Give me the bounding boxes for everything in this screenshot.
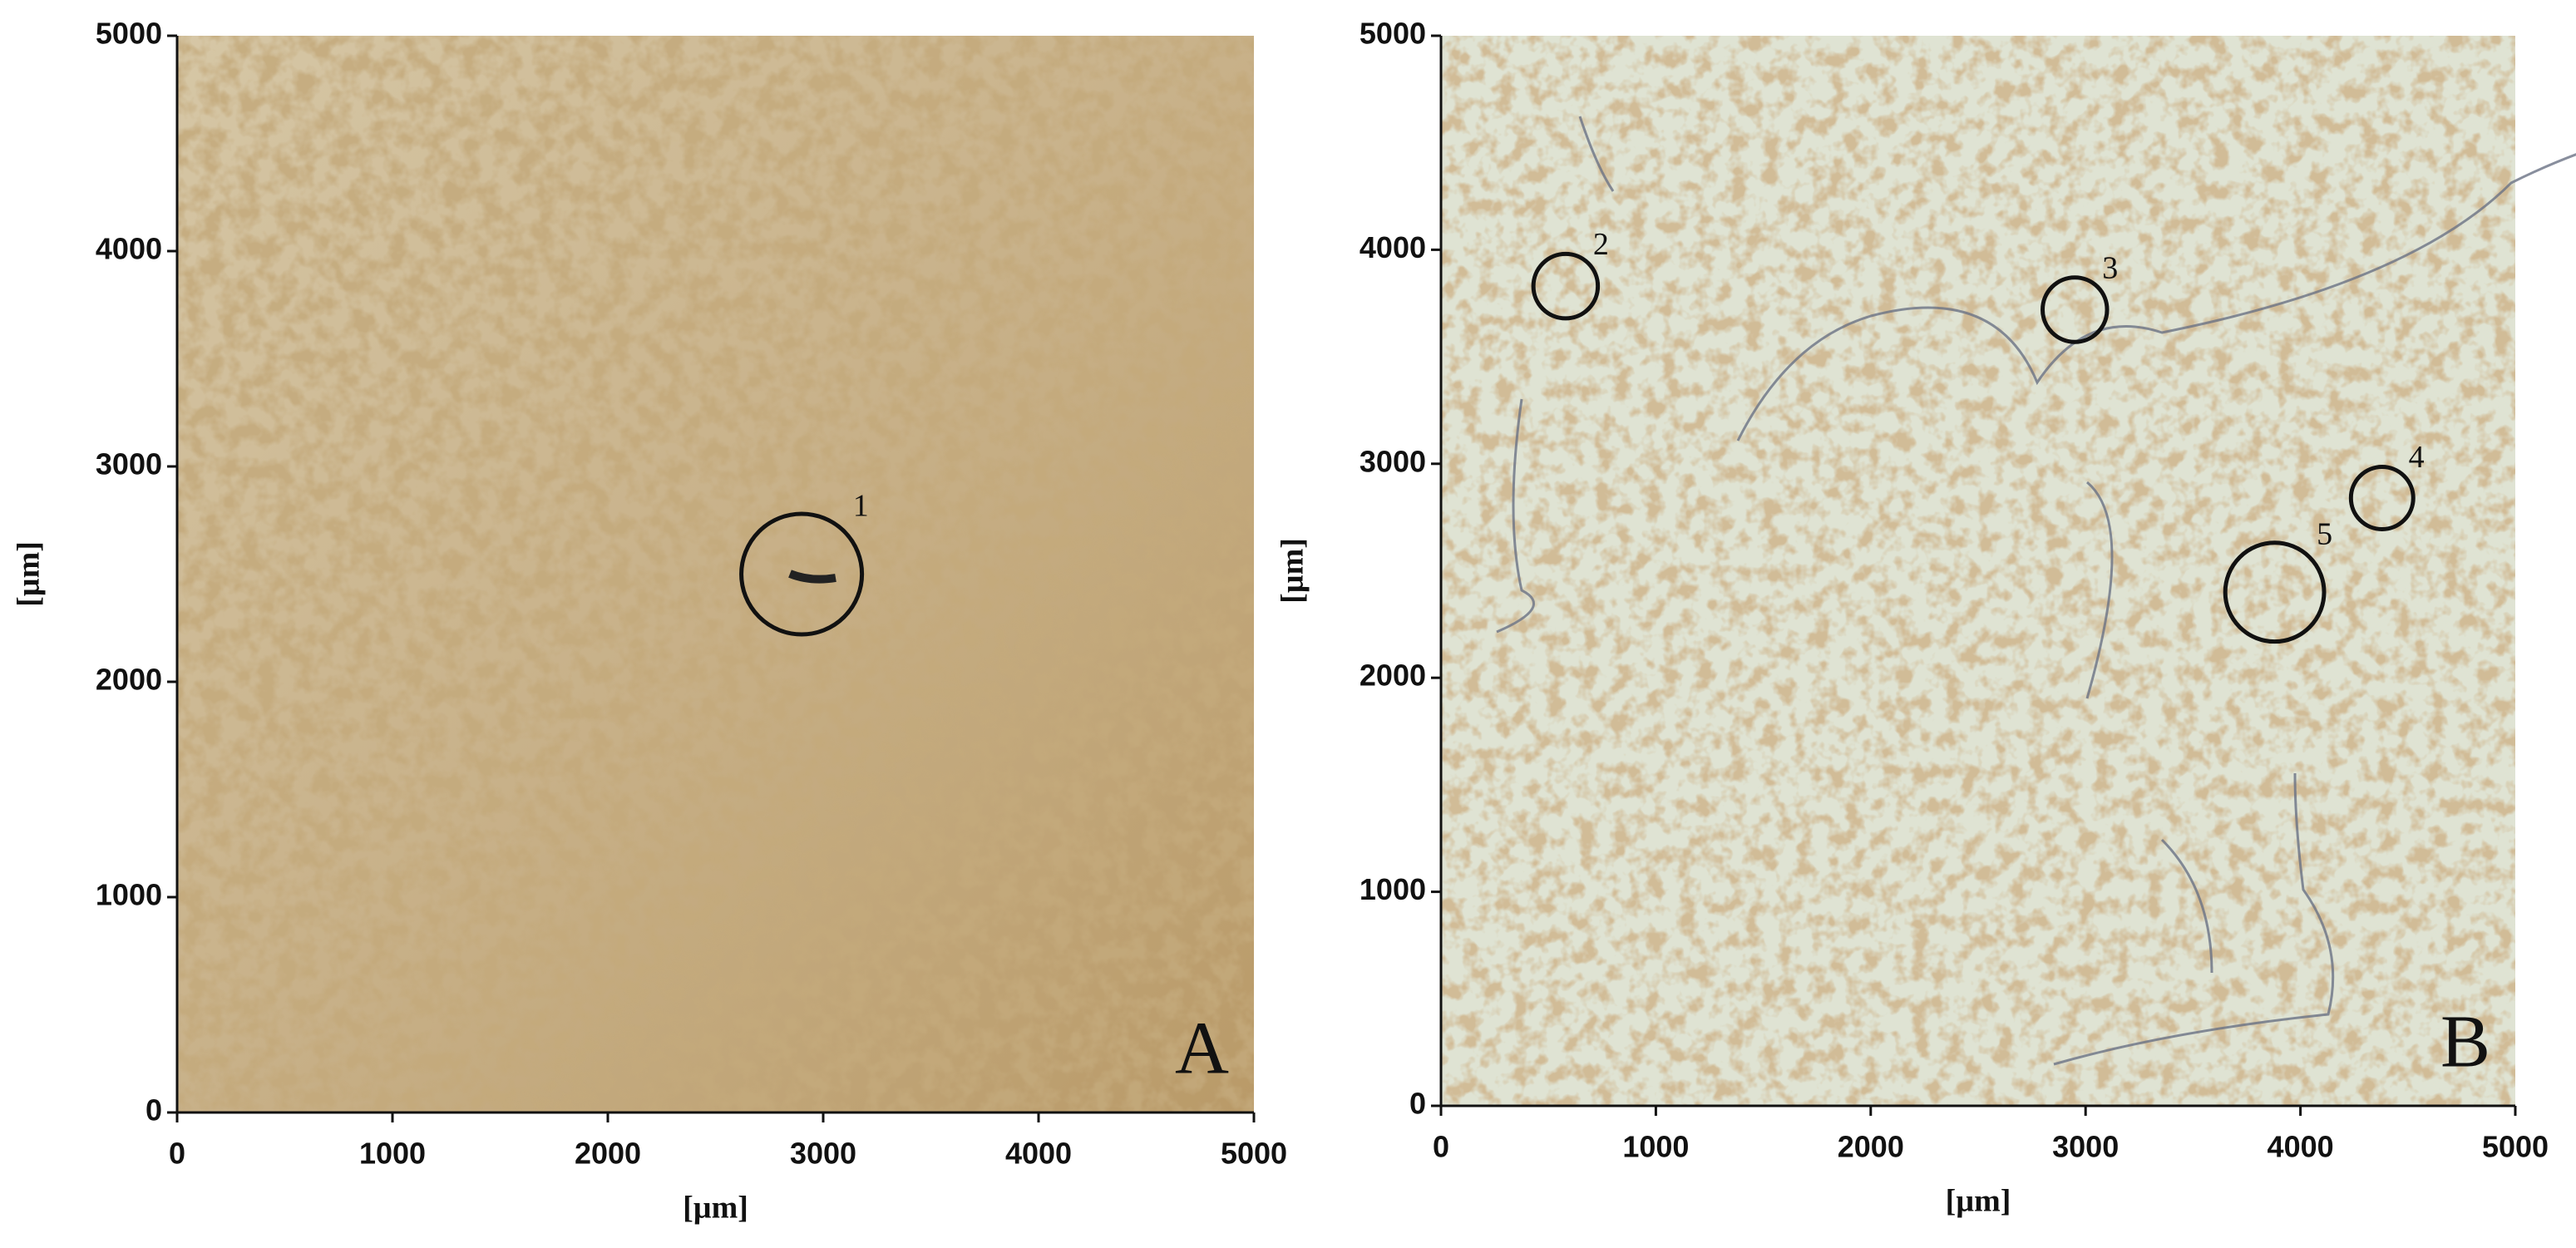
x-tick-label: 1000: [1622, 1130, 1689, 1164]
x-axis-label: [µm]: [683, 1191, 748, 1226]
circle-marker: [739, 511, 865, 637]
axes: 0 1000 2000 3000 4000 50000100020003000400050…: [12, 17, 2549, 1226]
y-axis-label: [µm]: [1276, 538, 1310, 604]
circle-marker: [2223, 540, 2327, 644]
y-tick-label: 5000: [1360, 17, 1426, 51]
x-tick-label: 3000: [2052, 1130, 2119, 1164]
image-a: [177, 36, 1254, 1112]
x-axis-label: [µm]: [1946, 1184, 2011, 1219]
y-tick-label: 2000: [96, 663, 162, 697]
point-label: 1: [853, 488, 869, 523]
x-tick-label: 3000: [790, 1137, 856, 1171]
circle-marker: [1531, 251, 1601, 321]
panel-label: B: [2440, 1001, 2490, 1083]
y-tick-label: 4000: [96, 232, 162, 266]
y-axis-label: [µm]: [12, 541, 47, 607]
y-tick-label: 3000: [96, 447, 162, 481]
x-tick-label: 1000: [359, 1137, 426, 1171]
x-tick-label: 0: [169, 1137, 185, 1171]
circle-marker: [2348, 465, 2416, 531]
image-b: [1441, 36, 2576, 1106]
x-tick-label: 0: [1433, 1130, 1449, 1164]
point-label: 5: [2317, 516, 2332, 551]
x-tick-label: 4000: [2268, 1130, 2334, 1164]
y-tick-label: 0: [1409, 1087, 1426, 1121]
y-tick-label: 0: [146, 1093, 162, 1127]
y-tick-label: 1000: [96, 878, 162, 912]
panel-label: A: [1175, 1008, 1229, 1090]
y-tick-label: 4000: [1360, 230, 1426, 264]
y-tick-label: 2000: [1360, 659, 1426, 693]
x-tick-label: 5000: [2482, 1130, 2549, 1164]
x-tick-label: 4000: [1005, 1137, 1072, 1171]
y-tick-label: 1000: [1360, 872, 1426, 906]
y-tick-label: 5000: [96, 17, 162, 51]
point-label: 4: [2409, 440, 2425, 475]
point-label: 3: [2102, 250, 2118, 285]
point-label: 2: [1593, 227, 1609, 262]
x-tick-label: 5000: [1221, 1137, 1287, 1171]
y-tick-label: 3000: [1360, 444, 1426, 478]
x-tick-label: 2000: [575, 1137, 641, 1171]
circle-marker: [2041, 275, 2110, 344]
x-tick-label: 2000: [1838, 1130, 1904, 1164]
